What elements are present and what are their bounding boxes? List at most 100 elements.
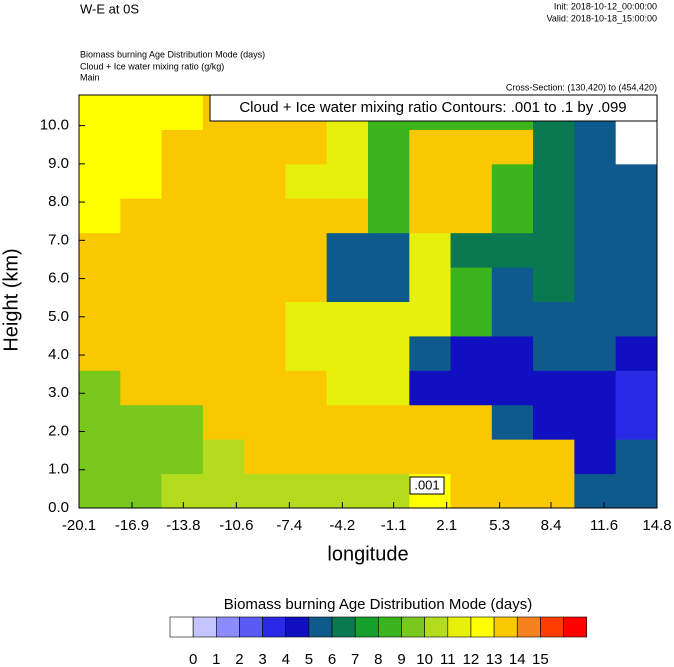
heat-cell: [368, 439, 410, 475]
heat-cell: [161, 473, 204, 509]
heat-cell: [285, 301, 328, 337]
heat-cell: [368, 404, 410, 440]
heat-cell: [285, 404, 328, 440]
heat-cell: [79, 335, 121, 371]
heat-cell: [615, 370, 658, 406]
heat-cell: [574, 301, 617, 337]
heat-cell: [574, 129, 617, 165]
heat-cell: [326, 301, 369, 337]
y-tick-label: 8.0: [48, 193, 69, 210]
heat-cell: [615, 267, 658, 302]
heat-cell: [244, 198, 286, 234]
y-tick-label: 6.0: [48, 270, 69, 287]
heat-cell: [533, 301, 575, 337]
x-axis-label: longitude: [327, 543, 408, 565]
heat-cell: [161, 163, 204, 199]
colorbar-label: 13: [486, 651, 503, 667]
x-tick-label: -10.6: [219, 517, 253, 534]
x-tick-label: -7.4: [276, 517, 302, 534]
heat-cell: [120, 198, 163, 234]
heat-cell: [326, 129, 369, 165]
colorbar-box: [308, 616, 333, 638]
colorbar-label: 10: [416, 651, 433, 667]
y-tick-label: 0.0: [48, 499, 69, 516]
contour-label-box: [409, 476, 445, 495]
heat-cell: [202, 267, 245, 302]
x-tick-label: -13.8: [166, 517, 200, 534]
heat-cell: [202, 129, 245, 165]
heat-cell: [368, 129, 410, 165]
contour-title-box: [209, 94, 658, 122]
y-tick-label: 5.0: [48, 308, 69, 325]
heat-cell: [450, 335, 493, 371]
y-tick-label: 3.0: [48, 384, 69, 401]
heat-cell: [161, 404, 204, 440]
heat-cell: [574, 267, 617, 302]
heat-cell: [244, 404, 286, 440]
heat-cell: [533, 370, 575, 406]
colorbar-box: [378, 616, 402, 638]
heat-cell: [409, 370, 452, 406]
heat-cell: [533, 404, 575, 440]
heat-cell: [368, 198, 410, 234]
heat-cell: [161, 232, 204, 268]
heat-cell: [574, 163, 617, 199]
colorbar-box: [493, 616, 518, 638]
heat-cell: [409, 439, 452, 475]
heat-cell: [161, 198, 204, 234]
heat-cell: [450, 473, 493, 509]
heat-cell: [120, 439, 163, 475]
heat-cell: [285, 370, 328, 406]
heat-cell: [615, 439, 658, 475]
colorbar-box: [401, 616, 425, 638]
heat-cell: [409, 335, 452, 371]
heat-cell: [244, 370, 286, 406]
heat-cell: [120, 335, 163, 371]
heat-cell: [615, 473, 658, 509]
heat-cell: [533, 198, 575, 234]
colorbar-label: 3: [258, 651, 266, 667]
heat-cell: [202, 439, 245, 475]
colorbar-box: [354, 616, 379, 638]
heat-cell: [79, 95, 121, 130]
heat-cell: [326, 335, 369, 371]
heat-cell: [368, 301, 410, 337]
heat-cell: [368, 370, 410, 406]
x-tick-label: 5.3: [489, 517, 510, 534]
heat-cell: [202, 198, 245, 234]
valid-time: Valid: 2018-10-18_15:00:00: [547, 13, 657, 23]
colorbar-label: 11: [440, 651, 456, 667]
heat-cell: [244, 232, 286, 268]
heat-cell: [326, 439, 369, 475]
colorbar-label: 15: [532, 651, 549, 667]
heat-cell: [491, 473, 534, 509]
colorbar-label: 2: [235, 651, 243, 667]
heat-cell: [491, 335, 534, 371]
colorbar-label: 4: [282, 651, 290, 667]
heat-cell: [615, 129, 658, 165]
heat-cell: [491, 163, 534, 199]
colorbar-box: [169, 616, 194, 638]
heat-cell: [285, 129, 328, 165]
heat-cell: [244, 129, 286, 165]
colorbar-label: 6: [328, 651, 336, 667]
heat-cell: [79, 267, 121, 302]
heat-cell: [574, 473, 617, 509]
x-tick-label: -16.9: [115, 517, 149, 534]
heat-cell: [326, 198, 369, 234]
colorbar-label: 8: [374, 651, 382, 667]
colorbar-label: 7: [351, 651, 359, 667]
heat-cell: [409, 163, 452, 199]
heat-cell: [409, 129, 452, 165]
field-line: Main: [80, 72, 100, 82]
field-line: Biomass burning Age Distribution Mode (d…: [80, 49, 265, 59]
heat-cell: [285, 198, 328, 234]
heat-cell: [533, 232, 575, 268]
heat-cell: [161, 439, 204, 475]
heat-cell: [120, 232, 163, 268]
heat-cell: [574, 198, 617, 234]
heat-cell: [368, 163, 410, 199]
colorbar-box: [262, 616, 287, 638]
y-tick-label: 2.0: [48, 422, 69, 439]
